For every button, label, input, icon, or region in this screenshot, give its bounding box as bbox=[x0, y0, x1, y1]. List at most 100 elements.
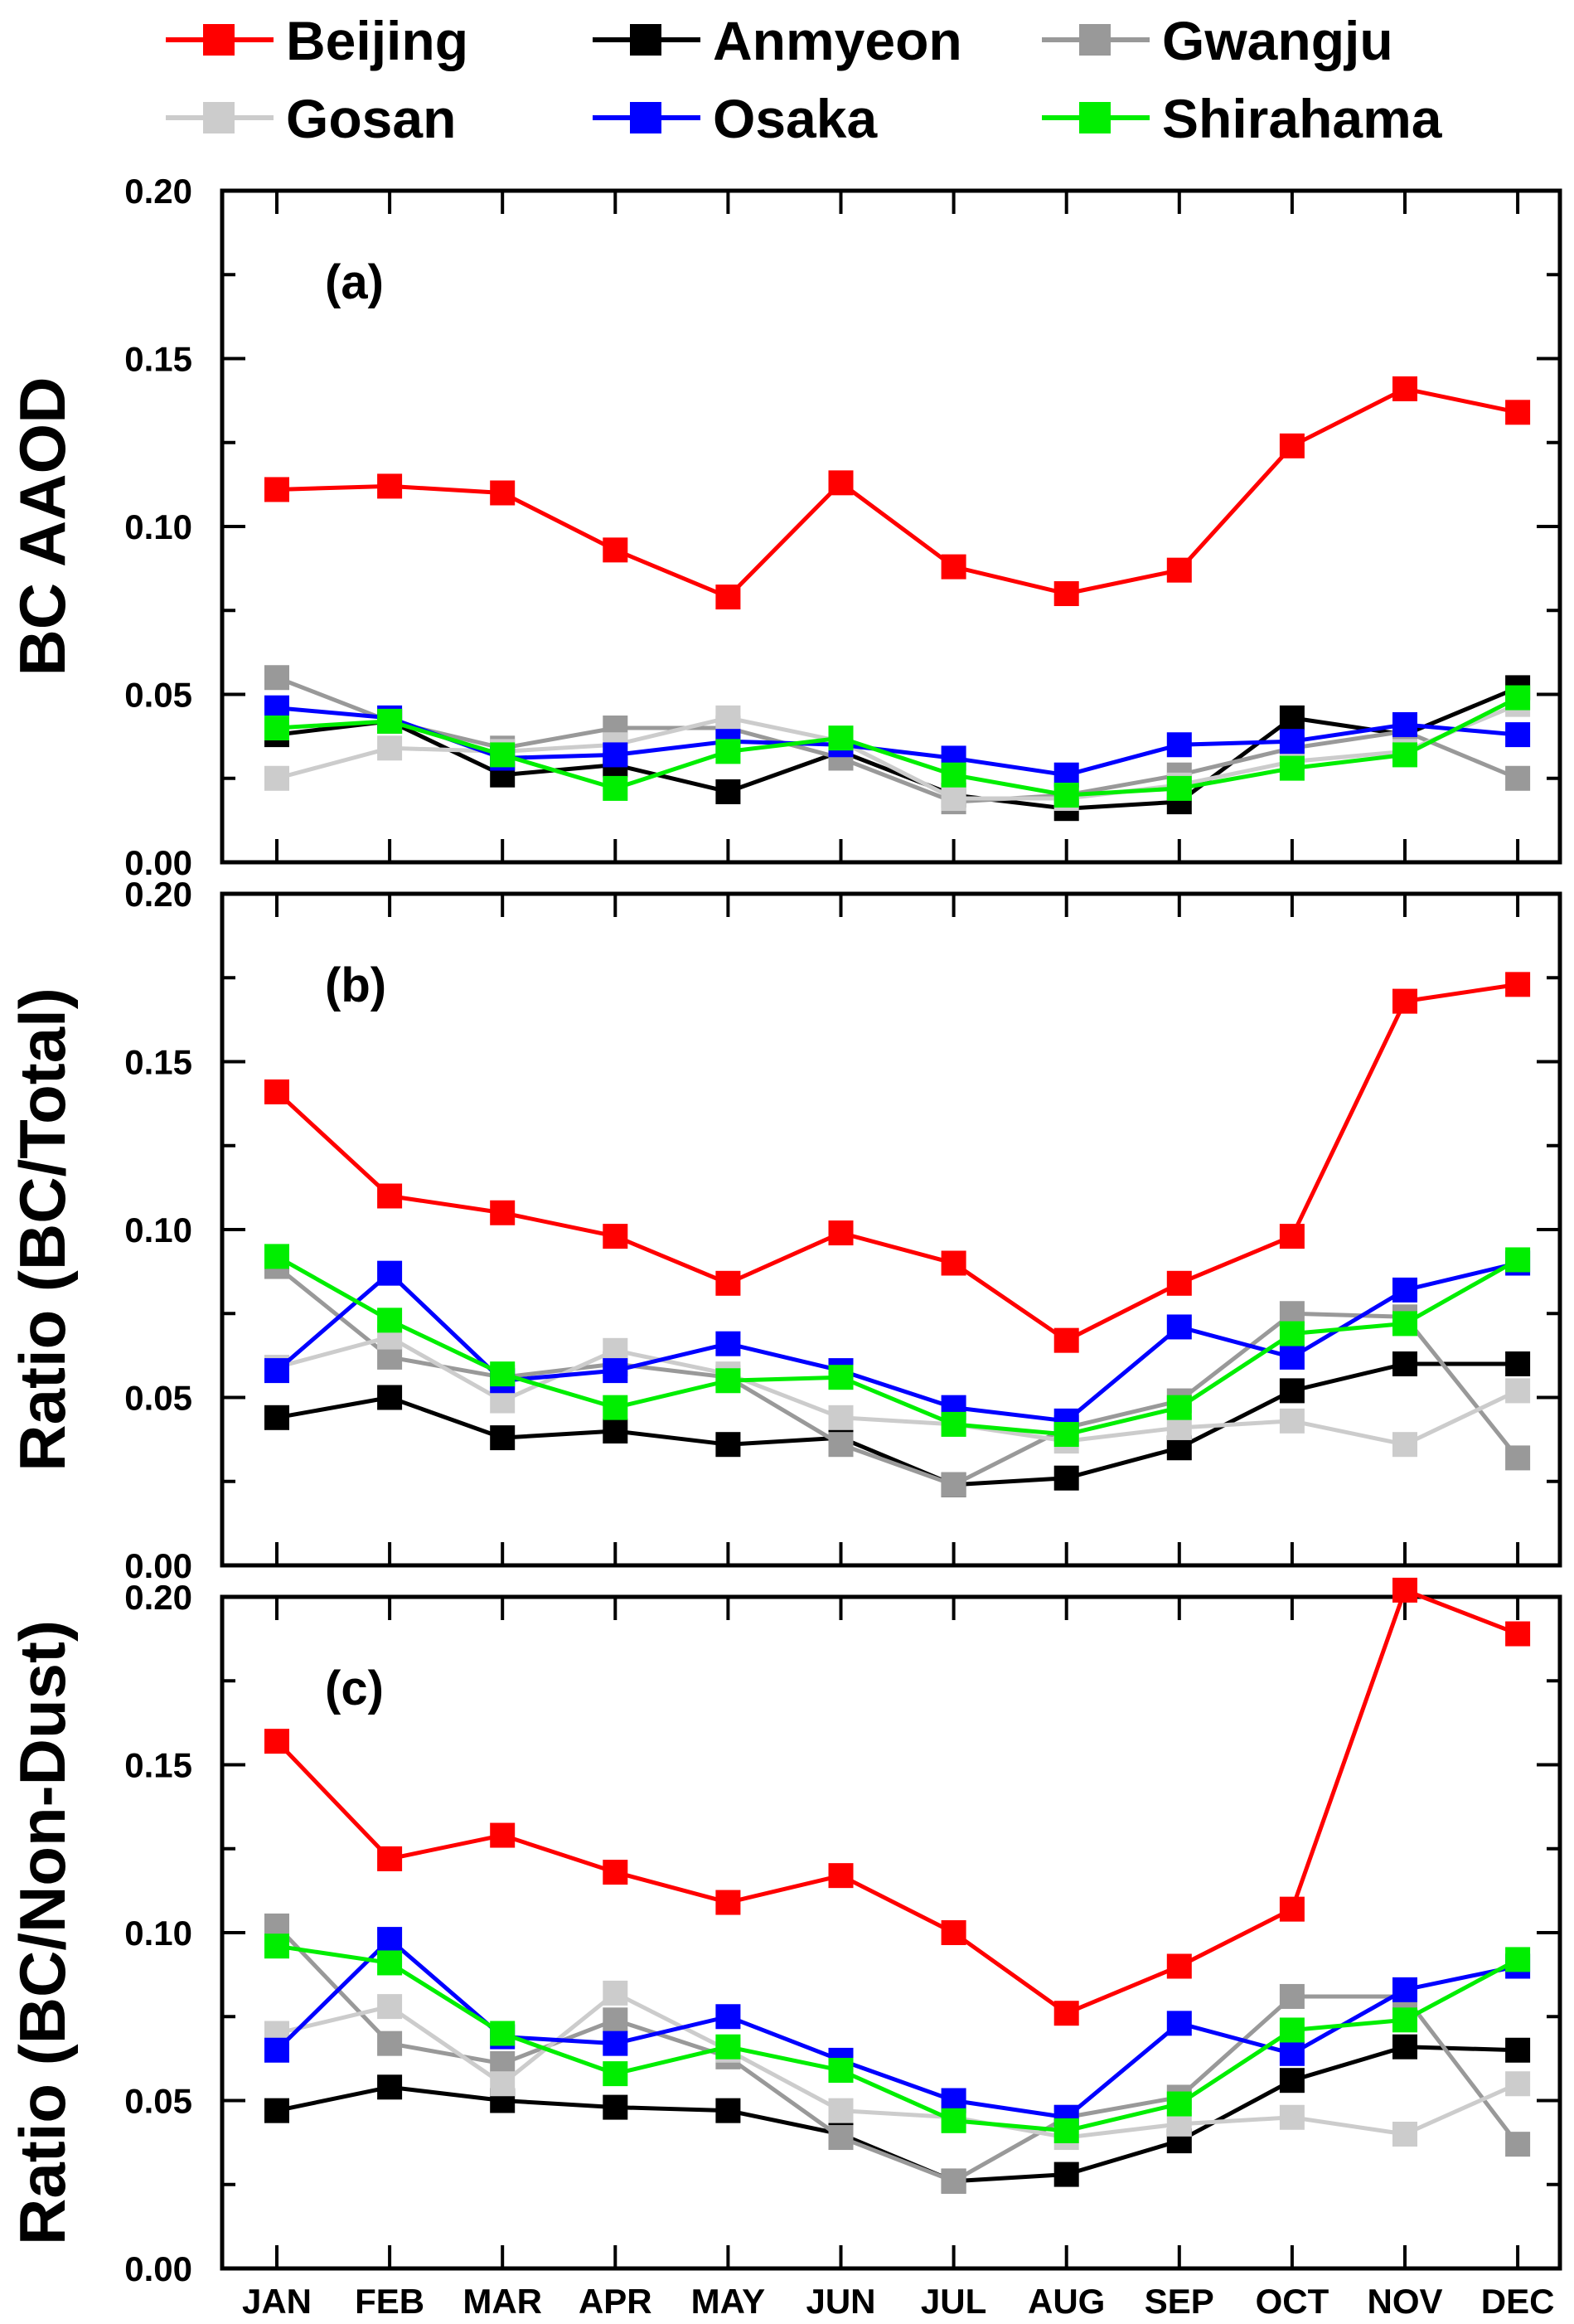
point-osaka-apr bbox=[603, 742, 628, 768]
series-anmyeon bbox=[264, 1351, 1531, 1497]
point-osaka-jan bbox=[264, 1358, 289, 1384]
legend-entry-beijing: Beijing bbox=[166, 10, 468, 71]
point-shirahama-feb bbox=[377, 1308, 403, 1333]
panel-b: 0.00 0.05 0.10 0.15 0.20 Ratio (BC/Total) (b) bbox=[6, 875, 1562, 1585]
point-osaka-sep bbox=[1166, 2011, 1192, 2036]
point-osaka-apr bbox=[603, 1358, 628, 1384]
legend-label: Osaka bbox=[713, 88, 878, 149]
point-gosan-oct bbox=[1279, 1408, 1305, 1434]
series-osaka bbox=[264, 1250, 1531, 1434]
point-anmyeon-mar bbox=[490, 1425, 516, 1451]
series-gwangju bbox=[264, 1913, 1531, 2194]
point-shirahama-sep bbox=[1166, 2091, 1192, 2117]
series-shirahama bbox=[264, 685, 1531, 808]
point-osaka-jan bbox=[264, 2037, 289, 2063]
legend-entry-osaka: Osaka bbox=[593, 88, 878, 149]
point-beijing-mar bbox=[490, 1822, 516, 1848]
point-anmyeon-jan bbox=[264, 1405, 289, 1430]
panel-tag: (a) bbox=[325, 255, 384, 309]
point-beijing-jan bbox=[264, 1079, 289, 1104]
point-gosan-oct bbox=[1279, 2104, 1305, 2130]
point-shirahama-jul bbox=[941, 1411, 966, 1437]
point-gosan-nov bbox=[1392, 1432, 1417, 1458]
x-tick-label-mar: MAR bbox=[463, 2282, 542, 2321]
legend-marker bbox=[1079, 102, 1111, 133]
point-anmyeon-may bbox=[715, 779, 741, 804]
point-shirahama-feb bbox=[377, 1950, 403, 1976]
point-beijing-feb bbox=[377, 1846, 403, 1871]
y-tick-label: 0.10 bbox=[124, 1914, 192, 1953]
series-beijing bbox=[264, 376, 1531, 610]
point-beijing-nov bbox=[1392, 1577, 1417, 1603]
point-anmyeon-feb bbox=[377, 1385, 403, 1410]
point-beijing-apr bbox=[603, 1224, 628, 1249]
point-beijing-sep bbox=[1166, 1953, 1192, 1979]
legend-marker bbox=[630, 102, 661, 133]
point-anmyeon-apr bbox=[603, 1419, 628, 1443]
point-gwangju-oct bbox=[1279, 1983, 1305, 2009]
point-gwangju-apr bbox=[603, 2007, 628, 2033]
legend-label: Gwangju bbox=[1162, 10, 1393, 71]
series-line-gosan bbox=[276, 1991, 1519, 2140]
series-line-gwangju bbox=[275, 1924, 1520, 2184]
point-beijing-dec bbox=[1505, 972, 1531, 997]
point-osaka-oct bbox=[1279, 1344, 1305, 1370]
point-shirahama-apr bbox=[603, 775, 628, 801]
legend-entry-anmyeon: Anmyeon bbox=[593, 10, 962, 71]
point-osaka-nov bbox=[1392, 1277, 1417, 1303]
panel-c: 0.00 0.05 0.10 0.15 0.20 JAN FEB MAR APR MAY JUN JU… bbox=[6, 1577, 1562, 2321]
series-line-osaka bbox=[276, 706, 1518, 778]
y-tick-label: 0.00 bbox=[124, 843, 192, 882]
series-line-anmyeon bbox=[276, 686, 1519, 811]
y-tick-label: 0.20 bbox=[124, 875, 192, 914]
legend-marker bbox=[630, 24, 661, 56]
point-beijing-oct bbox=[1279, 1224, 1305, 1249]
y-tick-label: 0.15 bbox=[124, 1043, 192, 1082]
y-tick-label: 0.05 bbox=[124, 676, 192, 715]
point-anmyeon-aug bbox=[1053, 1465, 1079, 1491]
y-tick-label: 0.20 bbox=[124, 172, 192, 211]
point-anmyeon-nov bbox=[1392, 2034, 1417, 2060]
x-tick-label-apr: APR bbox=[579, 2282, 652, 2321]
legend-label: Anmyeon bbox=[713, 10, 962, 71]
point-shirahama-apr bbox=[603, 1395, 628, 1420]
point-beijing-feb bbox=[377, 1183, 403, 1209]
point-shirahama-jun bbox=[828, 1365, 854, 1390]
legend-label: Shirahama bbox=[1162, 88, 1443, 149]
x-tick-label-jan: JAN bbox=[242, 2282, 312, 2321]
point-shirahama-sep bbox=[1166, 775, 1192, 801]
point-gwangju-jun bbox=[828, 2125, 854, 2151]
point-shirahama-dec bbox=[1505, 685, 1531, 711]
point-anmyeon-dec bbox=[1505, 2037, 1531, 2063]
point-shirahama-jan bbox=[264, 716, 289, 740]
point-anmyeon-oct bbox=[1279, 705, 1305, 730]
series-beijing bbox=[264, 1577, 1531, 2026]
point-shirahama-apr bbox=[603, 2061, 628, 2087]
series-osaka bbox=[264, 1927, 1531, 2130]
point-osaka-sep bbox=[1166, 732, 1192, 758]
y-tick-label: 0.10 bbox=[124, 507, 192, 546]
y-tick-label: 0.00 bbox=[124, 1546, 192, 1585]
point-shirahama-nov bbox=[1392, 1311, 1417, 1337]
legend-entry-shirahama: Shirahama bbox=[1042, 88, 1443, 149]
point-beijing-dec bbox=[1505, 1621, 1531, 1647]
point-anmyeon-apr bbox=[603, 2094, 628, 2120]
y-tick-label: 0.00 bbox=[124, 2249, 192, 2288]
point-shirahama-nov bbox=[1392, 2007, 1417, 2033]
point-shirahama-jul bbox=[941, 762, 966, 788]
point-osaka-may bbox=[715, 1331, 741, 1356]
legend-marker bbox=[203, 102, 235, 133]
point-gosan-jul bbox=[941, 786, 966, 812]
point-beijing-nov bbox=[1392, 988, 1417, 1014]
point-beijing-apr bbox=[603, 1860, 628, 1885]
point-osaka-feb bbox=[377, 1927, 403, 1953]
point-beijing-aug bbox=[1053, 581, 1079, 606]
y-tick-label: 0.20 bbox=[124, 1578, 192, 1617]
point-beijing-mar bbox=[490, 480, 516, 506]
point-beijing-jun bbox=[828, 1220, 854, 1246]
point-osaka-sep bbox=[1166, 1314, 1192, 1340]
point-shirahama-oct bbox=[1279, 1321, 1305, 1346]
point-shirahama-mar bbox=[490, 742, 516, 768]
